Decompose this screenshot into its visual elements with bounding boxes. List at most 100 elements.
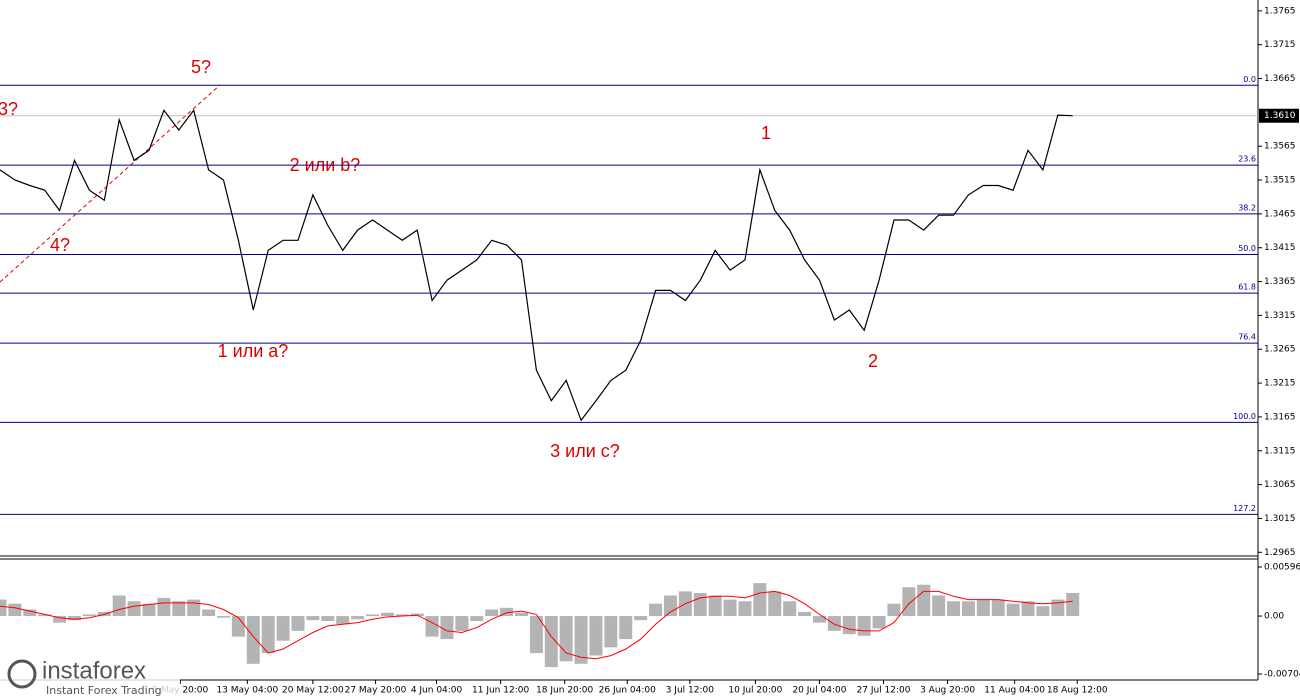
macd-bar	[887, 603, 901, 617]
x-tick-label: 13 May 04:00	[216, 686, 278, 696]
fib-label: 100.0	[1233, 412, 1256, 421]
macd-bar	[991, 599, 1005, 617]
current-price-label: 1.3610	[1264, 111, 1296, 121]
macd-bar	[738, 601, 752, 617]
macd-bar	[246, 616, 260, 664]
signal-line	[0, 590, 1073, 660]
macd-bar	[395, 614, 409, 617]
x-tick-label: 11 Jun 12:00	[472, 686, 529, 696]
macd-bar	[351, 616, 365, 620]
macd-bar	[8, 603, 22, 617]
macd-bar	[500, 607, 514, 617]
y-tick-label: 1.3265	[1264, 345, 1296, 355]
macd-bar	[1021, 601, 1035, 617]
macd-bar	[82, 614, 96, 617]
macd-bar	[440, 616, 454, 640]
x-tick-label: 4 Jun 04:00	[411, 686, 463, 696]
x-tick-label: 18 Aug 12:00	[1047, 686, 1108, 696]
y-tick-label: 1.3665	[1264, 74, 1296, 84]
macd-bar	[842, 616, 856, 635]
macd-bar	[276, 616, 290, 641]
logo-tagline: Instant Forex Trading	[46, 684, 162, 697]
macd-bar	[172, 601, 186, 617]
macd-bar	[321, 616, 335, 621]
macd-bar	[529, 616, 543, 654]
macd-bar	[514, 612, 528, 617]
wave-label: 3 или c?	[550, 441, 620, 461]
macd-bar	[38, 614, 52, 617]
y-tick-label: 1.3165	[1264, 412, 1296, 422]
x-tick-label: 3 Aug 20:00	[920, 686, 975, 696]
macd-bar	[544, 616, 558, 668]
y-tick-label: 1.3515	[1264, 176, 1296, 186]
macd-bar	[1066, 593, 1080, 617]
fib-label: 50.0	[1238, 244, 1256, 253]
price-line	[0, 108, 1073, 422]
y-tick-label: 0.00596	[1264, 562, 1300, 572]
macd-bar	[231, 616, 245, 637]
y-tick-label: 1.3215	[1264, 379, 1296, 389]
macd-bar	[649, 603, 663, 617]
y-tick-label: 1.3715	[1264, 40, 1296, 50]
macd-bar	[202, 609, 216, 617]
macd-bar	[976, 599, 990, 617]
macd-bar	[1036, 606, 1050, 617]
macd-bar	[23, 609, 37, 617]
macd-bar	[336, 616, 350, 625]
macd-bar	[663, 595, 677, 617]
x-tick-label: 10 Jul 20:00	[728, 686, 782, 696]
y-tick-label: 1.3315	[1264, 311, 1296, 321]
logo: instaforex Instant Forex Trading	[0, 655, 180, 700]
macd-bar	[812, 616, 826, 623]
macd-bar	[589, 616, 603, 656]
macd-bar	[157, 597, 171, 617]
x-tick-label: 26 Jun 04:00	[599, 686, 656, 696]
macd-bar	[604, 616, 618, 648]
fib-label: 61.8	[1238, 283, 1256, 292]
macd-bar	[127, 601, 141, 617]
wave-label: 2	[868, 351, 878, 371]
macd-bar	[872, 616, 886, 629]
wave-label: 1 или a?	[218, 341, 289, 361]
macd-bar	[723, 599, 737, 617]
wave-label: 1	[761, 123, 771, 143]
macd-bar	[261, 616, 275, 654]
y-tick-label: 1.3765	[1264, 6, 1296, 16]
wave-label: 3?	[0, 99, 18, 119]
y-tick-label: 0.00	[1264, 612, 1284, 622]
macd-bar	[902, 587, 916, 617]
trend-line	[0, 84, 221, 283]
y-tick-label: 1.3565	[1264, 142, 1296, 152]
macd-bar	[365, 614, 379, 617]
current-price-box	[1259, 108, 1299, 123]
macd-bar	[380, 612, 394, 617]
macd-bar	[291, 616, 305, 631]
y-tick-label: 1.3115	[1264, 446, 1296, 456]
macd-bar	[708, 595, 722, 617]
y-tick-label: 1.3365	[1264, 277, 1296, 287]
macd-bar	[455, 616, 469, 631]
macd-bar	[783, 601, 797, 617]
macd-bar	[1006, 603, 1020, 617]
x-tick-label: 20 Jul 04:00	[792, 686, 846, 696]
y-tick-label: 1.3415	[1264, 243, 1296, 253]
macd-bar	[619, 616, 633, 640]
y-tick-label: 1.2965	[1264, 548, 1296, 558]
macd-bar	[932, 595, 946, 617]
y-tick-label: 1.3065	[1264, 480, 1296, 490]
macd-bar	[634, 616, 648, 621]
plot-area: 1.3765 1.3715 1.3665 1.3565 1.3515 1.3465 1.34…	[0, 6, 1300, 696]
macd-bar	[470, 616, 484, 621]
macd-bar	[485, 609, 499, 617]
fib-label: 23.6	[1238, 155, 1256, 164]
macd-bar	[187, 599, 201, 617]
macd-bar	[142, 603, 156, 617]
x-tick-label: 27 May 20:00	[345, 686, 407, 696]
x-tick-label: 20 May 12:00	[282, 686, 344, 696]
macd-bar	[947, 601, 961, 617]
macd-bar	[216, 616, 230, 618]
x-tick-label: 3 Jul 12:00	[666, 686, 715, 696]
macd-bar	[961, 601, 975, 617]
